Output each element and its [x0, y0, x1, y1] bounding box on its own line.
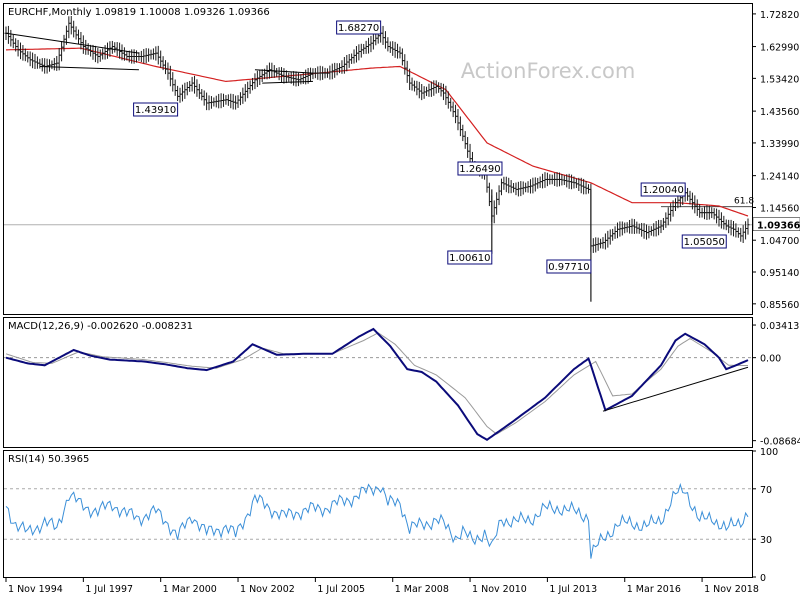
ohlc-label: 1.09819 1.10008 1.09326 1.09366: [95, 7, 270, 18]
time-tick-label: 1 Nov 1994: [8, 584, 63, 595]
price-annotation-box: [133, 102, 179, 117]
time-tick-label: 1 Jul 2013: [549, 584, 597, 595]
current-price-box: [752, 217, 800, 231]
current-price-label: 1.09366: [757, 221, 800, 232]
price-tick-label: 0.85560: [760, 300, 799, 311]
price-trendline: [5, 32, 140, 54]
price-axis-ticks: 1.72820 1.62990 1.53420 1.43560 1.33990 1.241…: [752, 10, 800, 311]
price-tick-label: 1.72820: [760, 10, 799, 21]
price-annotation-box: [681, 234, 727, 249]
price-annotation-label: 1.05050: [684, 237, 725, 248]
time-tick-label: 1 Jul 2005: [317, 584, 365, 595]
price-annotation-label: 0.97710: [548, 262, 589, 273]
macd-header-label: MACD(12,26,9) -0.002620 -0.008231: [8, 321, 193, 332]
price-tick-label: 1.04700: [760, 236, 799, 247]
price-tick-label: 1.33990: [760, 139, 799, 150]
time-tick-label: 1 Nov 2010: [472, 584, 527, 595]
rsi-line: [5, 482, 749, 559]
price-annotation-box: [546, 259, 592, 274]
price-annotation-label: 1.43910: [135, 105, 176, 116]
price-annotations: 1.68270 1.43910 1.26490 1.00610 0.97710 1.200…: [133, 20, 727, 274]
rsi-tick-label: 30: [760, 535, 772, 546]
svg-text:EURCHF,Monthly 1.09819 1.10008: EURCHF,Monthly 1.09819 1.10008 1.09326 1…: [8, 7, 270, 18]
time-tick-label: 1 Mar 2000: [163, 584, 217, 595]
fib-level-label: 61.8: [734, 197, 754, 207]
macd-tick-label: 0.00: [760, 354, 781, 365]
time-tick-label: 1 Nov 2018: [704, 584, 759, 595]
price-trendline: [254, 69, 313, 74]
rsi-tick-label: 100: [760, 447, 778, 458]
price-tick-label: 1.53420: [760, 74, 799, 85]
symbol-label: EURCHF,Monthly: [8, 7, 92, 18]
time-tick-label: 1 Mar 2008: [395, 584, 449, 595]
price-trendlines: [5, 32, 313, 84]
time-tick-label: 1 Mar 2016: [627, 584, 681, 595]
rsi-axis-ticks: 100 70 30 0: [752, 447, 778, 584]
price-annotation-label: 1.26490: [459, 164, 500, 175]
price-annotation-box: [336, 20, 382, 35]
price-trendline: [39, 65, 139, 71]
rsi-panel: [3, 450, 753, 578]
price-annotation-label: 1.68270: [338, 23, 379, 34]
price-trendline: [262, 80, 313, 84]
price-panel: [3, 3, 753, 315]
rsi-line-group: [5, 482, 749, 559]
price-annotation-label: 1.20040: [642, 185, 683, 196]
time-axis: 1 Nov 1994 1 Jul 1997 1 Mar 2000 1 Nov 2002…: [5, 577, 759, 595]
price-bars-group: [4, 15, 750, 302]
macd-trendline: [602, 366, 749, 412]
macd-line: [5, 327, 749, 441]
macd-tick-label: -0.086849: [760, 437, 800, 448]
price-tick-label: 1.24140: [760, 172, 799, 183]
macd-tick-label: 0.034137: [760, 321, 800, 332]
price-annotation-box: [447, 250, 493, 265]
time-tick-label: 1 Jul 1997: [85, 584, 133, 595]
rsi-tick-label: 0: [760, 573, 766, 584]
price-tick-label: 1.43560: [760, 107, 799, 118]
watermark-text: ActionForex.com: [461, 59, 636, 83]
price-annotation-box: [640, 182, 686, 197]
price-tick-label: 1.14560: [760, 203, 799, 214]
price-tick-label: 0.95140: [760, 268, 799, 279]
price-tick-label: 1.62990: [760, 43, 799, 54]
macd-axis-ticks: 0.034137 0.00 -0.086849: [752, 321, 800, 448]
rsi-header-label: RSI(14) 50.3965: [8, 454, 89, 465]
rsi-tick-label: 70: [760, 485, 772, 496]
macd-lines-group: [5, 327, 749, 441]
price-annotation-box: [457, 161, 503, 176]
macd-panel: [3, 317, 753, 448]
time-tick-label: 1 Nov 2002: [240, 584, 295, 595]
price-annotation-label: 1.00610: [449, 253, 490, 264]
